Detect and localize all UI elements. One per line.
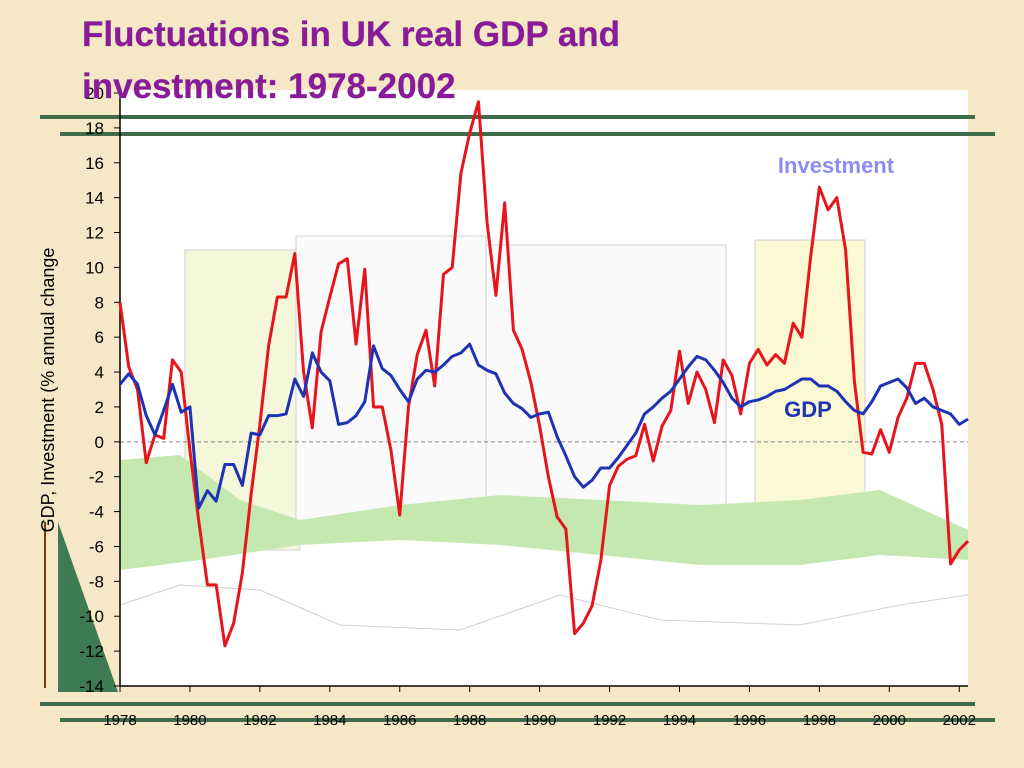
y-tick-label: 20 — [85, 84, 104, 103]
y-tick-label: 2 — [95, 398, 104, 417]
y-tick-label: -10 — [79, 607, 104, 626]
x-tick-label: 1994 — [663, 712, 696, 729]
annotation: Investment — [778, 153, 895, 178]
y-tick-label: -12 — [79, 642, 104, 661]
series-line — [118, 100, 970, 648]
y-tick-label: -2 — [89, 468, 104, 487]
x-tick-label: 1990 — [523, 712, 556, 729]
x-tick-label: 1996 — [733, 712, 766, 729]
x-tick-label: 1980 — [173, 712, 206, 729]
y-tick-label: 6 — [95, 328, 104, 347]
x-tick-label: 1988 — [453, 712, 486, 729]
x-tick-label: 1986 — [383, 712, 416, 729]
y-tick-label: 10 — [85, 258, 104, 277]
annotation: GDP — [784, 397, 832, 422]
y-tick-label: 12 — [85, 224, 104, 243]
y-tick-label: 0 — [95, 433, 104, 452]
y-tick-label: 18 — [85, 119, 104, 138]
x-tick-label: 1984 — [313, 712, 346, 729]
y-tick-label: 8 — [95, 293, 104, 312]
x-tick-label: 1978 — [103, 712, 136, 729]
triangle-decoration — [58, 522, 118, 692]
y-axis-label: GDP, Investment (% annual change — [38, 248, 58, 533]
chart: -14 -12 -10 -8 -6 -4 -2 0 2 4 6 8 10 12 14 16 18 20 1978 19… — [79, 84, 976, 729]
x-tick-label: 2002 — [943, 712, 976, 729]
y-tick-label: 4 — [95, 363, 104, 382]
y-tick-label: -6 — [89, 537, 104, 556]
y-tick-label: 14 — [85, 189, 104, 208]
chart-title: Fluctuations in UK real GDP and investmen… — [82, 15, 620, 106]
y-tick-label: -14 — [79, 677, 104, 696]
y-tick-label: -8 — [89, 572, 104, 591]
y-tick-label: -4 — [89, 503, 104, 522]
decoration — [119, 235, 969, 631]
x-tick-label: 1982 — [243, 712, 276, 729]
x-tick-label: 1998 — [803, 712, 836, 729]
series-line — [118, 342, 969, 510]
x-tick-label: 1992 — [593, 712, 626, 729]
x-tick-label: 2000 — [873, 712, 906, 729]
y-tick-label: 16 — [85, 154, 104, 173]
